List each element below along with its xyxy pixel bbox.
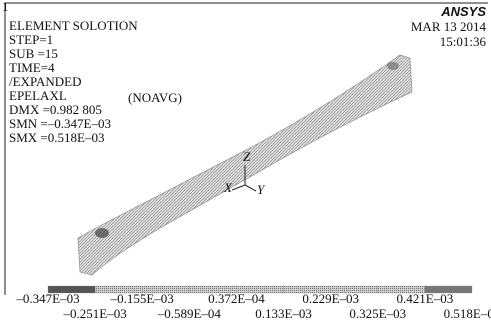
triad-label: X (223, 180, 233, 195)
info-note: (NOAVG) (128, 90, 182, 105)
info-line: STEP=1 (9, 32, 53, 47)
logo: ANSYS (440, 4, 486, 19)
info-line: TIME=4 (9, 60, 55, 75)
info-line: ELEMENT SOLOTION (9, 18, 138, 33)
legend-label: –0.347E–03 (15, 291, 79, 306)
hot-spot (95, 228, 109, 238)
legend-label: 0.421E–03 (397, 291, 454, 306)
legend-label: –0.589E–04 (157, 306, 222, 321)
info-line: SUB =15 (9, 46, 58, 61)
window-number: 1 (2, 0, 9, 14)
legend-label: 0.325E–03 (349, 306, 406, 321)
info-line: DMX =0.982 805 (9, 102, 102, 117)
legend-label: 0.518E–03 (444, 306, 491, 321)
date: MAR 13 2014 (411, 19, 487, 34)
legend-label: –0.155E–03 (110, 291, 174, 306)
legend-label: 0.229E–03 (302, 291, 359, 306)
info-line: SMN =–0.347E–03 (9, 116, 111, 131)
time: 15:01:36 (440, 34, 487, 49)
legend-label: –0.251E–03 (63, 306, 127, 321)
ansys-window: 1 ANSYS MAR 13 2014 15:01:36 ELEMENT SOL… (0, 0, 491, 331)
legend-label: 0.133E–03 (255, 306, 312, 321)
triad-label: Z (243, 149, 251, 164)
hot-spot (387, 62, 399, 70)
info-line: SMX =0.518E–03 (9, 130, 104, 145)
info-line: EPELAXL (9, 88, 67, 103)
info-line: /EXPANDED (9, 74, 81, 89)
legend-label: 0.372E–04 (208, 291, 265, 306)
